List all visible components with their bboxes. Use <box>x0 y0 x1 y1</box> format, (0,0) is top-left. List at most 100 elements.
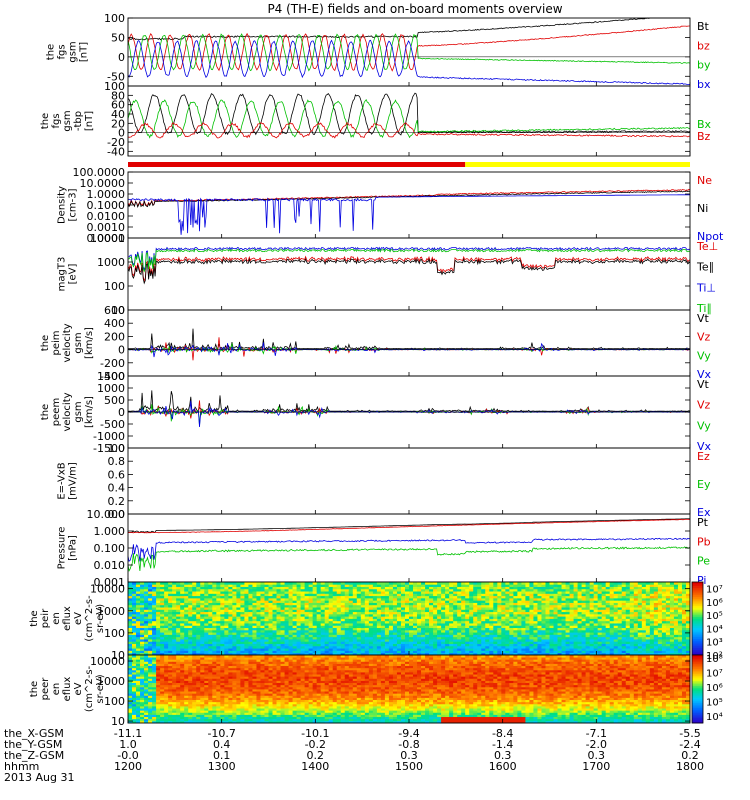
heatmap-cell <box>276 639 281 642</box>
heatmap-cell <box>649 627 655 631</box>
heatmap-cell <box>192 632 197 635</box>
heatmap-cell <box>633 636 639 640</box>
heatmap-cell <box>493 616 498 619</box>
heatmap-cell <box>132 600 137 603</box>
heatmap-cell <box>597 634 603 638</box>
heatmap-cell <box>645 645 651 649</box>
heatmap-cell <box>617 609 623 613</box>
heatmap-cell <box>224 593 229 597</box>
heatmap-cell <box>332 588 338 592</box>
heatmap-cell <box>553 641 558 644</box>
heatmap-cell <box>641 620 647 624</box>
heatmap-cell <box>625 634 631 638</box>
heatmap-cell <box>256 623 261 626</box>
heatmap-cell <box>541 627 546 631</box>
heatmap-cell <box>489 636 494 640</box>
heatmap-cell <box>425 652 430 656</box>
heatmap-cell <box>276 593 281 597</box>
heatmap-cell <box>132 629 137 633</box>
heatmap-cell <box>132 584 137 587</box>
y-axis-title-line: -tbp <box>73 111 84 131</box>
heatmap-cell <box>509 607 514 610</box>
heatmap-cell <box>653 618 659 622</box>
heatmap-cell <box>533 625 538 629</box>
heatmap-cell <box>164 597 169 601</box>
heatmap-cell <box>509 611 514 615</box>
heatmap-cell <box>497 616 502 619</box>
heatmap-cell <box>136 716 141 720</box>
heatmap-cell <box>489 641 494 644</box>
heatmap-cell <box>280 600 285 603</box>
heatmap-cell <box>485 586 490 590</box>
heatmap-cell <box>629 639 635 642</box>
heatmap-cell <box>312 623 318 626</box>
heatmap-cell <box>300 648 306 651</box>
heatmap-cell <box>453 616 458 619</box>
heatmap-cell <box>569 629 574 633</box>
heatmap-cell <box>320 588 326 592</box>
heatmap-cell <box>268 586 273 590</box>
heatmap-cell <box>296 627 302 631</box>
y-tick-label: 200 <box>104 330 125 343</box>
heatmap-cell <box>276 584 281 587</box>
heatmap-cell <box>573 588 578 592</box>
heatmap-cell <box>673 648 679 651</box>
colorbar-step <box>692 594 703 597</box>
panel-frame <box>127 447 691 515</box>
heatmap-cell <box>356 600 362 603</box>
heatmap-cell <box>565 629 570 633</box>
heatmap-cell <box>521 627 526 631</box>
heatmap-cell <box>661 604 667 608</box>
heatmap-cell <box>372 623 378 626</box>
heatmap-cell <box>465 629 470 633</box>
heatmap-cell <box>461 593 466 597</box>
y-tick-label: 0.4 <box>108 482 126 495</box>
y-axis-title: magT3[eV] <box>57 257 79 292</box>
heatmap-cell <box>657 634 663 638</box>
heatmap-cell <box>176 629 181 633</box>
heatmap-cell <box>465 645 470 649</box>
legend-label: Pi <box>697 574 706 587</box>
heatmap-cell <box>609 616 615 619</box>
heatmap-cell <box>140 618 145 622</box>
heatmap-cell <box>336 618 342 622</box>
heatmap-cell <box>441 602 446 606</box>
heatmap-cell <box>140 593 145 597</box>
heatmap-cell <box>601 650 607 654</box>
heatmap-cell <box>396 623 402 626</box>
heatmap-cell <box>364 600 370 603</box>
heatmap-cell <box>481 645 486 649</box>
heatmap-cell <box>553 613 558 617</box>
heatmap-cell <box>336 595 342 599</box>
heatmap-cell <box>537 616 542 619</box>
heatmap-cell <box>633 618 639 622</box>
heatmap-cell <box>489 620 494 624</box>
heatmap-cell <box>621 597 627 601</box>
heatmap-cell <box>276 582 281 585</box>
heatmap-cell <box>136 665 141 669</box>
heatmap-cell <box>549 620 554 624</box>
heatmap-cell <box>196 627 201 631</box>
heatmap-cell <box>641 609 647 613</box>
heatmap-cell <box>192 595 197 599</box>
heatmap-cell <box>380 613 386 617</box>
heatmap-cell <box>521 639 526 642</box>
heatmap-cell <box>409 632 414 635</box>
heatmap-cell <box>316 593 322 597</box>
heatmap-cell <box>497 602 502 606</box>
heatmap-cell <box>613 650 619 654</box>
heatmap-cell <box>633 629 639 633</box>
heatmap-cell <box>300 652 306 656</box>
heatmap-cell <box>380 643 386 647</box>
heatmap-cell <box>304 611 310 615</box>
heatmap-cell <box>577 634 583 638</box>
heatmap-cell <box>505 597 510 601</box>
heatmap-cell <box>188 616 193 619</box>
heatmap-cell <box>621 652 627 656</box>
heatmap-cell <box>453 627 458 631</box>
heatmap-cell <box>433 595 438 599</box>
heatmap-cell <box>364 591 370 594</box>
heatmap-cell <box>256 584 261 587</box>
heatmap-cell <box>140 588 145 592</box>
heatmap-cell <box>356 593 362 597</box>
